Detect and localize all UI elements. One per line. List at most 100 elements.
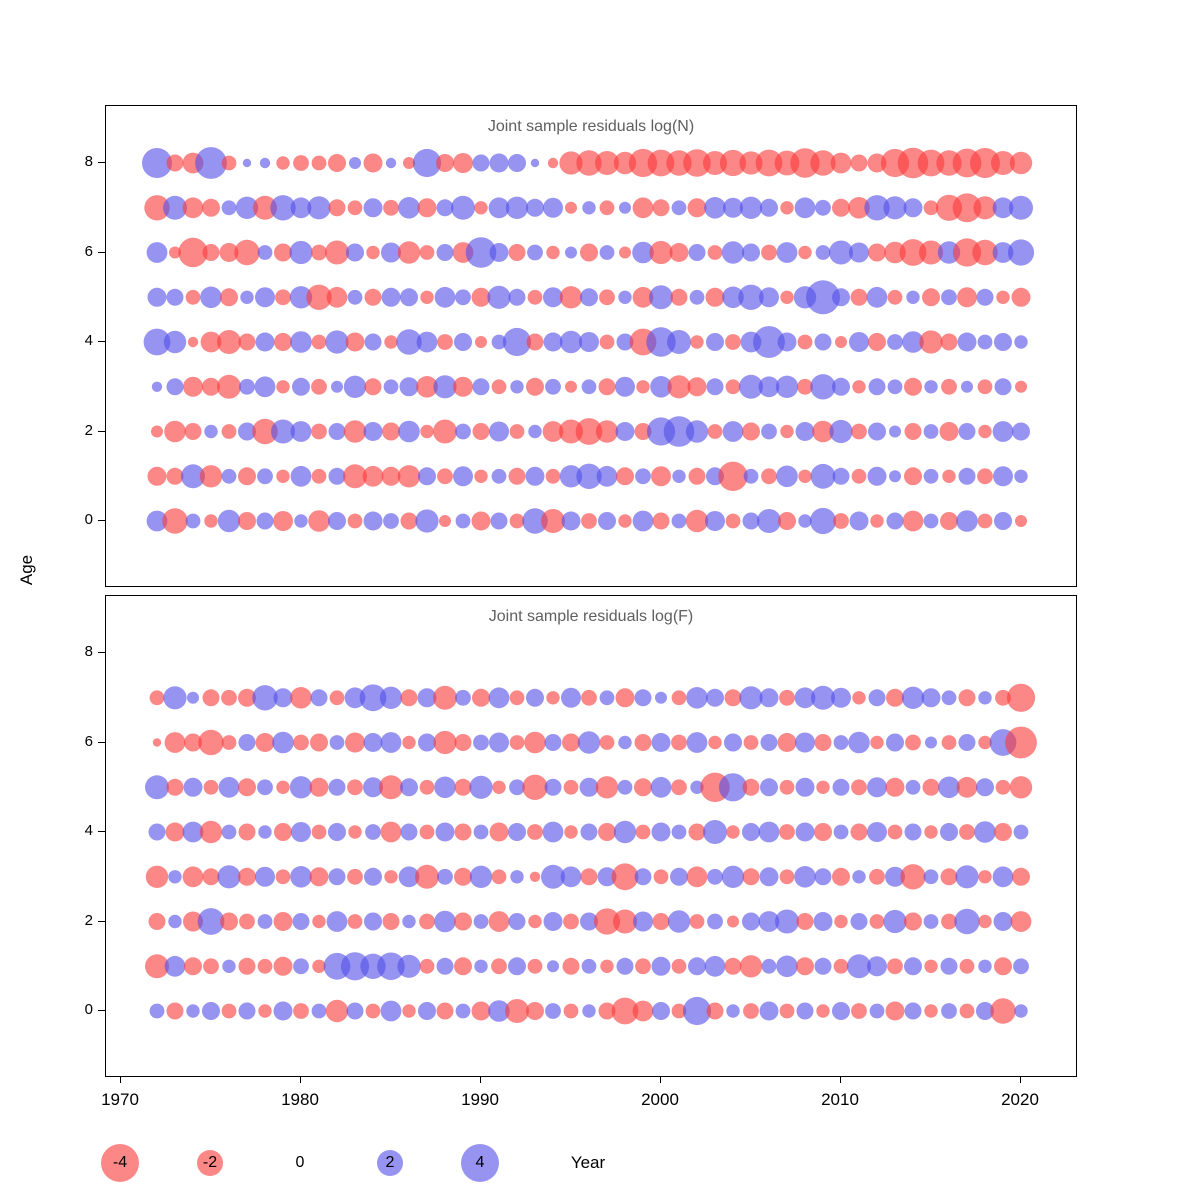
legend-value-label: 4: [475, 1154, 485, 1171]
residual-bubble: [402, 1004, 416, 1018]
residual-bubble: [489, 243, 509, 262]
y-tick-mark: [98, 341, 105, 342]
residual-bubble: [682, 996, 712, 1026]
residual-bubble: [690, 335, 704, 349]
residual-bubble: [887, 334, 903, 350]
legend-bubble: [101, 1144, 139, 1182]
residual-bubble: [778, 512, 796, 530]
residual-bubble: [202, 198, 220, 217]
residual-bubble: [687, 198, 707, 218]
residual-bubble: [777, 332, 797, 352]
residual-bubble: [832, 467, 850, 485]
residual-bubble: [849, 242, 869, 263]
residual-bubble: [221, 468, 237, 484]
residual-bubble: [559, 465, 583, 488]
residual-bubble: [1009, 195, 1033, 220]
residual-bubble: [472, 423, 490, 440]
residual-bubble: [433, 685, 457, 710]
residual-bubble: [704, 955, 726, 977]
residual-bubble: [565, 201, 577, 214]
residual-bubble: [688, 467, 706, 485]
bubble-plot-log-n: [142, 147, 1035, 535]
residual-bubble: [832, 867, 850, 886]
residual-bubble: [815, 199, 831, 216]
y-tick-mark: [98, 430, 105, 432]
residual-bubble: [491, 958, 507, 975]
residual-bubble: [689, 914, 705, 929]
residual-bubble: [217, 330, 241, 354]
residual-bubble: [489, 822, 509, 842]
residual-bubble: [835, 336, 847, 348]
residual-bubble: [814, 868, 832, 886]
residual-bubble: [564, 825, 578, 839]
residual-bubble: [238, 957, 256, 975]
residual-bubble: [686, 732, 708, 753]
residual-bubble: [559, 419, 583, 444]
residual-bubble: [1015, 515, 1027, 527]
residual-bubble: [453, 376, 473, 397]
residual-bubble: [451, 195, 475, 220]
residual-bubble: [706, 333, 724, 351]
residual-bubble: [544, 734, 562, 751]
residual-bubble: [235, 196, 259, 219]
residual-bubble: [543, 332, 563, 352]
residual-bubble: [616, 333, 634, 351]
residual-bubble: [1006, 683, 1036, 712]
residual-bubble: [473, 914, 489, 929]
residual-bubble: [454, 957, 472, 976]
residual-bubble: [274, 823, 292, 841]
residual-bubble: [742, 868, 760, 886]
x-tick-mark: [120, 1076, 121, 1083]
residual-bubble: [403, 157, 415, 169]
residual-bubble: [940, 957, 958, 975]
residual-bubble: [831, 687, 851, 708]
residual-bubble: [759, 867, 779, 887]
residual-bubble: [904, 912, 922, 931]
residual-bubble: [647, 149, 675, 177]
residual-bubble: [738, 284, 764, 310]
residual-bubble: [797, 378, 813, 395]
residual-bubble: [977, 334, 993, 350]
panel-title-log-n: Joint sample residuals log(N): [487, 118, 695, 135]
residual-bubble: [525, 466, 545, 486]
residual-bubble: [798, 514, 812, 528]
residual-bubble: [270, 195, 296, 221]
residual-bubble: [611, 997, 639, 1025]
residual-bubble: [290, 331, 312, 353]
residual-bubble: [852, 870, 866, 884]
residual-bubble: [439, 515, 451, 527]
residual-bubble: [671, 200, 687, 216]
residual-bubble: [454, 867, 472, 886]
residual-bubble: [883, 909, 907, 934]
residual-bubble: [434, 776, 456, 799]
residual-bubble: [849, 511, 869, 531]
residual-bubble: [671, 690, 687, 706]
residual-bubble: [850, 823, 868, 841]
residual-bubble: [1013, 824, 1029, 840]
residual-bubble: [433, 419, 457, 444]
residual-bubble: [473, 734, 489, 751]
residual-bubble: [384, 335, 398, 349]
residual-bubble: [811, 685, 835, 710]
residual-bubble: [814, 333, 832, 351]
residual-bubble: [502, 327, 532, 357]
residual-bubble: [704, 197, 726, 219]
residual-bubble: [290, 197, 312, 219]
residual-bubble: [868, 243, 886, 262]
residual-bubble: [813, 912, 833, 931]
residual-bubble: [883, 196, 907, 220]
residual-bubble: [257, 914, 273, 929]
residual-bubble: [474, 469, 488, 483]
residual-bubble: [1009, 776, 1033, 799]
residual-bubble: [544, 778, 562, 796]
residual-bubble: [723, 197, 743, 218]
residual-bubble: [202, 244, 220, 261]
residual-bubble: [671, 958, 687, 974]
residual-bubble: [289, 286, 313, 309]
residual-bubble: [632, 197, 654, 219]
residual-bubble: [816, 780, 830, 794]
residual-bubble: [906, 290, 920, 304]
residual-bubble: [577, 731, 601, 754]
residual-bubble: [814, 734, 832, 751]
